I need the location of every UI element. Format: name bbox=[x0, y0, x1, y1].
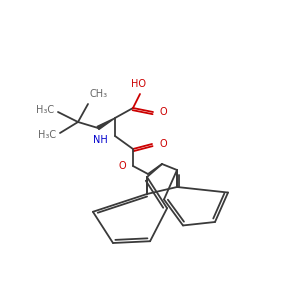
Text: O: O bbox=[159, 139, 166, 149]
Text: CH₃: CH₃ bbox=[90, 89, 108, 99]
Text: H₃C: H₃C bbox=[38, 130, 56, 140]
Text: H₃C: H₃C bbox=[36, 105, 54, 115]
Polygon shape bbox=[97, 118, 115, 130]
Text: NH: NH bbox=[93, 135, 108, 145]
Text: HO: HO bbox=[130, 79, 146, 89]
Text: O: O bbox=[160, 107, 168, 117]
Text: O: O bbox=[118, 161, 126, 171]
